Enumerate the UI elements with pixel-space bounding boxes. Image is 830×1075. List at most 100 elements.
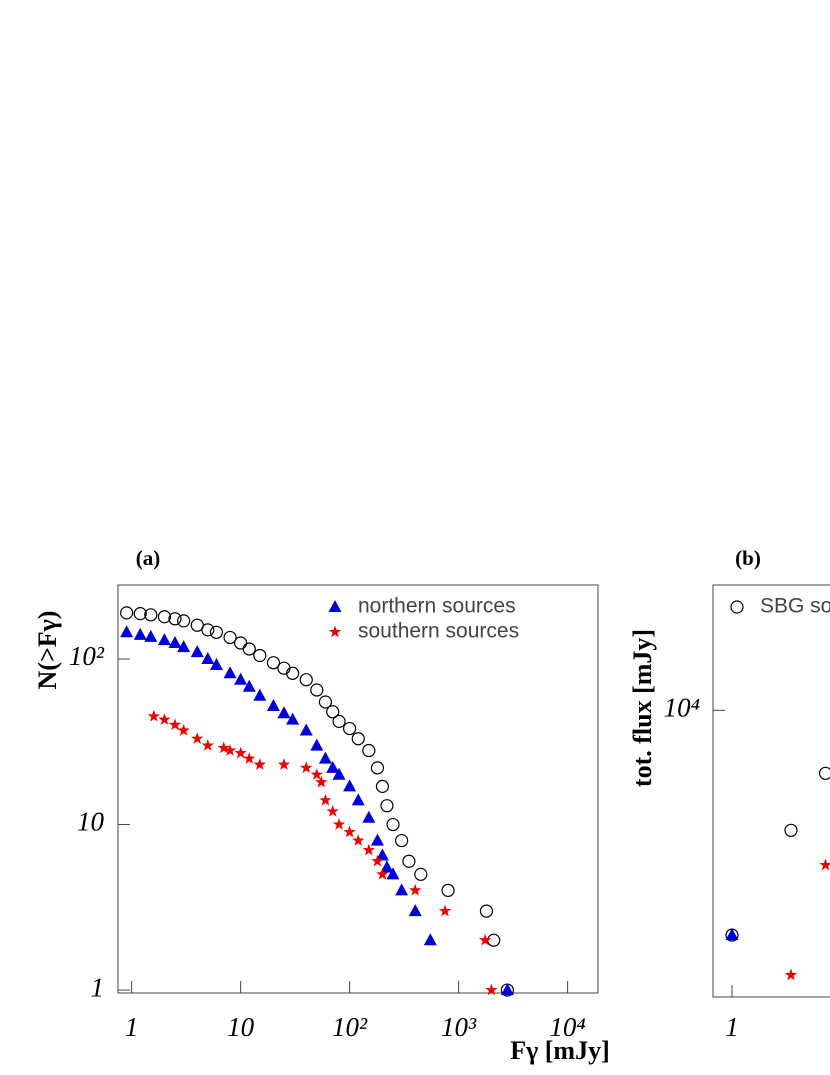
x-tick-label: 1 (125, 1012, 139, 1042)
data-point (310, 768, 323, 780)
y-axis-title: N(>Fγ) (33, 611, 62, 690)
panel-label: (a) (136, 546, 161, 570)
data-point (375, 779, 390, 793)
data-point (784, 968, 798, 981)
data-point (326, 760, 340, 773)
data-point (332, 714, 346, 728)
data-point (409, 883, 422, 896)
data-point (395, 833, 409, 848)
data-point (242, 642, 256, 656)
data-point (380, 860, 394, 873)
data-point (300, 761, 313, 774)
data-point (242, 679, 256, 692)
data-point (201, 739, 214, 751)
data-point (177, 614, 191, 628)
data-point (315, 775, 328, 788)
data-point (819, 858, 830, 871)
data-point (234, 672, 248, 685)
y-tick-label: 1 (91, 972, 105, 1002)
data-point (277, 706, 291, 719)
data-point (725, 928, 739, 941)
data-point (332, 767, 346, 780)
data-point (191, 732, 204, 744)
x-axis-title: Fγ [mJy] (510, 1036, 610, 1065)
y-axis-title: tot. flux [mJy] (628, 629, 657, 787)
legend-marker (730, 600, 744, 614)
data-point (310, 738, 324, 751)
data-point (168, 635, 182, 648)
data-point (326, 804, 339, 817)
data-point (343, 825, 356, 838)
data-point (223, 666, 237, 679)
data-point (478, 933, 492, 946)
data-point (479, 904, 494, 918)
data-point (201, 623, 215, 637)
data-point (408, 904, 422, 917)
legend-marker (328, 600, 342, 612)
legend-label: northern sources (358, 595, 516, 618)
data-point (266, 699, 280, 712)
data-point (386, 867, 400, 880)
y-tick-label: 10 (77, 807, 105, 837)
panel-label: (b) (735, 546, 761, 570)
data-point (326, 705, 340, 719)
plot-frame (712, 584, 830, 998)
data-point (414, 867, 428, 881)
data-point (253, 688, 267, 701)
data-point (158, 713, 171, 725)
data-point (370, 761, 385, 775)
data-point (217, 741, 230, 754)
data-point (318, 695, 333, 709)
data-point (253, 648, 267, 663)
data-point (395, 883, 409, 896)
data-point (209, 625, 224, 639)
legend-marker (328, 625, 342, 638)
data-point (487, 933, 501, 947)
data-point (352, 834, 365, 846)
data-point (234, 636, 248, 650)
data-point (362, 843, 375, 856)
data-point (380, 799, 394, 813)
data-point (423, 933, 437, 946)
data-point (310, 683, 324, 697)
y-tick-label: 10² (69, 641, 105, 671)
plot-frame (117, 584, 599, 994)
data-point (370, 833, 384, 846)
data-point (343, 721, 357, 736)
data-point (253, 758, 266, 770)
data-point (177, 723, 190, 736)
data-point (277, 758, 291, 770)
data-point (386, 817, 400, 832)
data-point (351, 793, 365, 806)
data-point (144, 629, 158, 642)
data-point (190, 645, 204, 658)
data-point (177, 640, 191, 653)
data-point (157, 633, 171, 646)
data-point (133, 627, 147, 640)
data-point (362, 743, 376, 758)
data-point (375, 848, 389, 861)
data-point (120, 606, 134, 620)
data-point (286, 666, 300, 680)
data-point (784, 823, 798, 837)
data-point (157, 610, 172, 624)
data-point (209, 658, 223, 671)
data-point (332, 818, 346, 830)
data-point (438, 904, 452, 917)
data-point (343, 779, 357, 792)
data-point (223, 630, 237, 645)
data-point (201, 652, 215, 665)
data-point (402, 854, 416, 868)
data-point (266, 656, 281, 670)
data-point (362, 810, 376, 823)
data-point (376, 867, 389, 880)
data-point (818, 766, 830, 780)
data-point (351, 732, 365, 746)
data-point (299, 673, 313, 687)
x-tick-label: 10³ (441, 1012, 477, 1042)
data-point (371, 854, 384, 867)
y-tick-label: 10⁴ (664, 693, 700, 723)
data-point (500, 983, 514, 996)
data-point (441, 883, 455, 898)
